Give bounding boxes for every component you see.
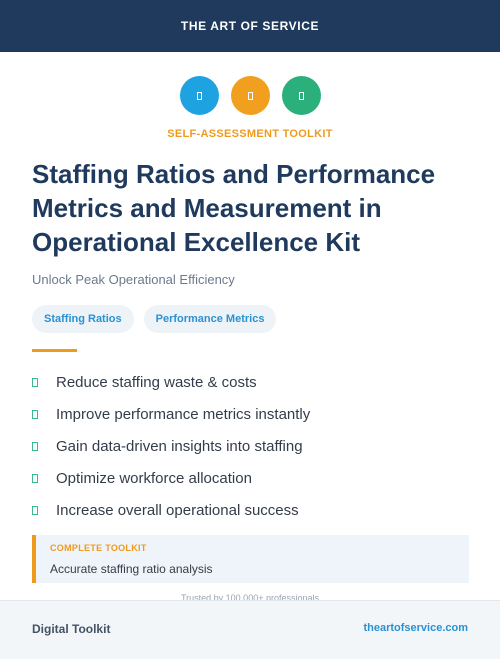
icon-row bbox=[0, 76, 500, 115]
glyph-icon bbox=[247, 91, 253, 100]
feature-label: Increase overall operational success bbox=[56, 501, 299, 519]
feature-label: Improve performance metrics instantly bbox=[56, 405, 311, 423]
orange-badge-icon bbox=[230, 76, 270, 115]
footer-bar: Digital Toolkit theartofservice.com bbox=[0, 600, 500, 659]
feature-item: Improve performance metrics instantly bbox=[32, 398, 310, 430]
tag-staffing-ratios: Staffing Ratios bbox=[32, 305, 134, 333]
feature-label: Optimize workforce allocation bbox=[56, 469, 252, 487]
brand-title: THE ART OF SERVICE bbox=[180, 19, 320, 33]
green-badge-icon bbox=[281, 76, 321, 115]
tag-list: Staffing Ratios Performance Metrics bbox=[32, 305, 277, 333]
check-icon bbox=[32, 505, 38, 515]
trusted-note: Trusted by 100,000+ professionals bbox=[180, 593, 319, 603]
page-title: Staffing Ratios and Performance Metrics … bbox=[32, 159, 436, 257]
feature-item: Increase overall operational success bbox=[32, 494, 310, 526]
check-icon bbox=[32, 473, 38, 483]
feature-item: Reduce staffing waste & costs bbox=[32, 366, 310, 398]
toolkit-callout: COMPLETE TOOLKIT Accurate staffing ratio… bbox=[32, 535, 469, 583]
glyph-icon bbox=[298, 91, 304, 100]
blue-badge-icon bbox=[179, 76, 219, 115]
eyebrow-label: SELF-ASSESSMENT TOOLKIT bbox=[167, 128, 333, 140]
feature-item: Optimize workforce allocation bbox=[32, 462, 310, 494]
tag-performance-metrics: Performance Metrics bbox=[143, 305, 277, 333]
check-icon bbox=[32, 409, 38, 419]
accent-divider bbox=[32, 349, 77, 352]
check-icon bbox=[32, 377, 38, 387]
feature-label: Gain data-driven insights into staffing bbox=[56, 437, 303, 455]
check-icon bbox=[32, 441, 38, 451]
header-bar: THE ART OF SERVICE bbox=[0, 0, 500, 52]
subtitle: Unlock Peak Operational Efficiency bbox=[32, 272, 235, 287]
callout-label: COMPLETE TOOLKIT bbox=[50, 543, 147, 553]
footer-website-link[interactable]: theartofservice.com bbox=[363, 622, 468, 634]
glyph-icon bbox=[196, 91, 202, 100]
feature-item: Gain data-driven insights into staffing bbox=[32, 430, 310, 462]
feature-label: Reduce staffing waste & costs bbox=[56, 373, 257, 391]
callout-text: Accurate staffing ratio analysis bbox=[50, 562, 213, 576]
feature-list: Reduce staffing waste & costs Improve pe… bbox=[32, 366, 310, 526]
footer-product-label: Digital Toolkit bbox=[32, 622, 111, 636]
